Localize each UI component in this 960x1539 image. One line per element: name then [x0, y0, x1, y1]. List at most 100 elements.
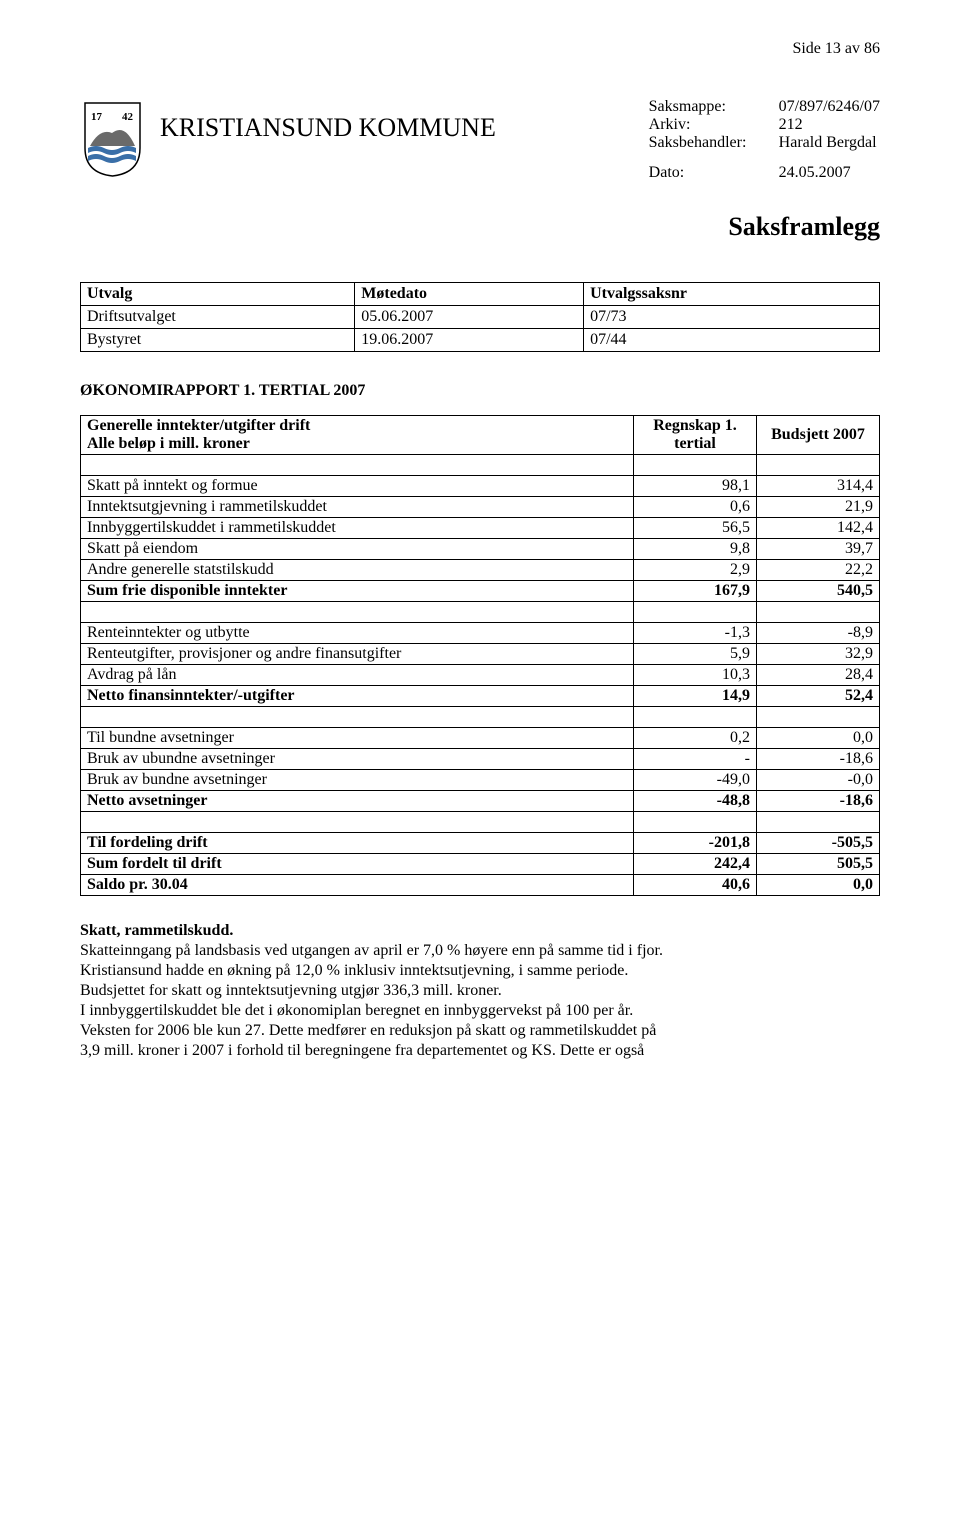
finance-value: 0,0 [757, 728, 880, 749]
table-cell: 07/44 [584, 329, 880, 352]
meta-dato-label: Dato: [649, 164, 779, 182]
finance-table: Generelle inntekter/utgifter driftAlle b… [80, 415, 880, 896]
finance-label: Renteutgifter, provisjoner og andre fina… [81, 644, 634, 665]
finance-label: Inntektsutgjevning i rammetilskuddet [81, 497, 634, 518]
municipal-crest-icon: 17 42 [80, 98, 145, 178]
table-row: Bystyret19.06.200707/44 [81, 329, 880, 352]
finance-label: Netto avsetninger [81, 791, 634, 812]
paragraph-line: Veksten for 2006 ble kun 27. Dette medfø… [80, 1022, 656, 1039]
finance-value: 56,5 [634, 518, 757, 539]
finance-value: 9,8 [634, 539, 757, 560]
table-row: Bruk av bundne avsetninger-49,0-0,0 [81, 770, 880, 791]
finance-value: 2,9 [634, 560, 757, 581]
finance-value: -18,6 [757, 791, 880, 812]
paragraph-line: I innbyggertilskuddet ble det i økonomip… [80, 1002, 633, 1019]
finance-value: 21,9 [757, 497, 880, 518]
finance-label: Netto finansinntekter/-utgifter [81, 686, 634, 707]
finance-value: 39,7 [757, 539, 880, 560]
meta-dato-value: 24.05.2007 [779, 164, 851, 182]
finance-label: Avdrag på lån [81, 665, 634, 686]
spacer-row [81, 455, 880, 476]
utvalg-table: Utvalg Møtedato Utvalgssaksnr Driftsutva… [80, 282, 880, 352]
finance-value: 540,5 [757, 581, 880, 602]
finance-value: 142,4 [757, 518, 880, 539]
finance-label: Sum frie disponible inntekter [81, 581, 634, 602]
finance-label: Til bundne avsetninger [81, 728, 634, 749]
meta-saksmappe-value: 07/897/6246/07 [779, 98, 880, 116]
finance-value: 52,4 [757, 686, 880, 707]
case-meta: Saksmappe: 07/897/6246/07 Arkiv: 212 Sak… [649, 98, 880, 182]
finance-value: 5,9 [634, 644, 757, 665]
finance-value: 40,6 [634, 875, 757, 896]
finance-value: 0,0 [757, 875, 880, 896]
paragraph-heading: Skatt, rammetilskudd. [80, 922, 233, 939]
table-cell: 19.06.2007 [355, 329, 584, 352]
finance-value: 28,4 [757, 665, 880, 686]
finance-col-regnskap: Regnskap 1. tertial [634, 416, 757, 455]
finance-value: 0,2 [634, 728, 757, 749]
spacer-row [81, 602, 880, 623]
crest-year-right: 42 [122, 111, 134, 123]
finance-value: -18,6 [757, 749, 880, 770]
finance-value: 167,9 [634, 581, 757, 602]
table-row: Driftsutvalget05.06.200707/73 [81, 306, 880, 329]
finance-value: -201,8 [634, 833, 757, 854]
finance-value: 505,5 [757, 854, 880, 875]
table-row: Skatt på eiendom9,839,7 [81, 539, 880, 560]
paragraph-line: 3,9 mill. kroner i 2007 i forhold til be… [80, 1042, 644, 1059]
finance-value: 0,6 [634, 497, 757, 518]
meta-arkiv-label: Arkiv: [649, 116, 779, 134]
table-row: Netto avsetninger-48,8-18,6 [81, 791, 880, 812]
table-row: Sum fordelt til drift242,4505,5 [81, 854, 880, 875]
finance-value: 10,3 [634, 665, 757, 686]
finance-value: -0,0 [757, 770, 880, 791]
finance-label: Skatt på inntekt og formue [81, 476, 634, 497]
table-row: Renteutgifter, provisjoner og andre fina… [81, 644, 880, 665]
finance-value: -48,8 [634, 791, 757, 812]
finance-label: Bruk av ubundne avsetninger [81, 749, 634, 770]
finance-label: Andre generelle statstilskudd [81, 560, 634, 581]
table-row: Netto finansinntekter/-utgifter14,952,4 [81, 686, 880, 707]
utvalg-col-saksnr: Utvalgssaksnr [584, 283, 880, 306]
report-title: ØKONOMIRAPPORT 1. TERTIAL 2007 [80, 382, 880, 400]
finance-label: Innbyggertilskuddet i rammetilskuddet [81, 518, 634, 539]
spacer-row [81, 812, 880, 833]
finance-label: Bruk av bundne avsetninger [81, 770, 634, 791]
finance-label: Til fordeling drift [81, 833, 634, 854]
page-number: Side 13 av 86 [80, 40, 880, 58]
meta-saksbehandler-label: Saksbehandler: [649, 134, 779, 152]
table-row: Avdrag på lån10,328,4 [81, 665, 880, 686]
table-cell: 07/73 [584, 306, 880, 329]
table-row: Til bundne avsetninger0,20,0 [81, 728, 880, 749]
finance-value: 14,9 [634, 686, 757, 707]
meta-saksmappe-label: Saksmappe: [649, 98, 779, 116]
table-row: Inntektsutgjevning i rammetilskuddet0,62… [81, 497, 880, 518]
finance-label: Skatt på eiendom [81, 539, 634, 560]
spacer-row [81, 707, 880, 728]
finance-col-budsjett: Budsjett 2007 [757, 416, 880, 455]
meta-arkiv-value: 212 [779, 116, 803, 134]
table-cell: 05.06.2007 [355, 306, 584, 329]
paragraph-skatt: Skatt, rammetilskudd. Skatteinngang på l… [80, 921, 880, 1061]
crest-year-left: 17 [91, 111, 103, 123]
saksframlegg-title: Saksframlegg [80, 212, 880, 242]
finance-value: 242,4 [634, 854, 757, 875]
table-row: Renteinntekter og utbytte-1,3-8,9 [81, 623, 880, 644]
finance-value: -8,9 [757, 623, 880, 644]
table-row: Skatt på inntekt og formue98,1314,4 [81, 476, 880, 497]
table-row: Sum frie disponible inntekter167,9540,5 [81, 581, 880, 602]
finance-value: 22,2 [757, 560, 880, 581]
finance-value: 314,4 [757, 476, 880, 497]
letterhead: 17 42 KRISTIANSUND KOMMUNE Saksmappe: 07… [80, 98, 880, 182]
paragraph-line: Kristiansund hadde en økning på 12,0 % i… [80, 962, 628, 979]
table-cell: Bystyret [81, 329, 355, 352]
table-cell: Driftsutvalget [81, 306, 355, 329]
finance-value: - [634, 749, 757, 770]
finance-value: 32,9 [757, 644, 880, 665]
paragraph-line: Skatteinngang på landsbasis ved utgangen… [80, 942, 663, 959]
finance-value: 98,1 [634, 476, 757, 497]
meta-saksbehandler-value: Harald Bergdal [779, 134, 877, 152]
paragraph-line: Budsjettet for skatt og inntektsutjevnin… [80, 982, 502, 999]
finance-label: Saldo pr. 30.04 [81, 875, 634, 896]
finance-section-title: Generelle inntekter/utgifter driftAlle b… [81, 416, 634, 455]
